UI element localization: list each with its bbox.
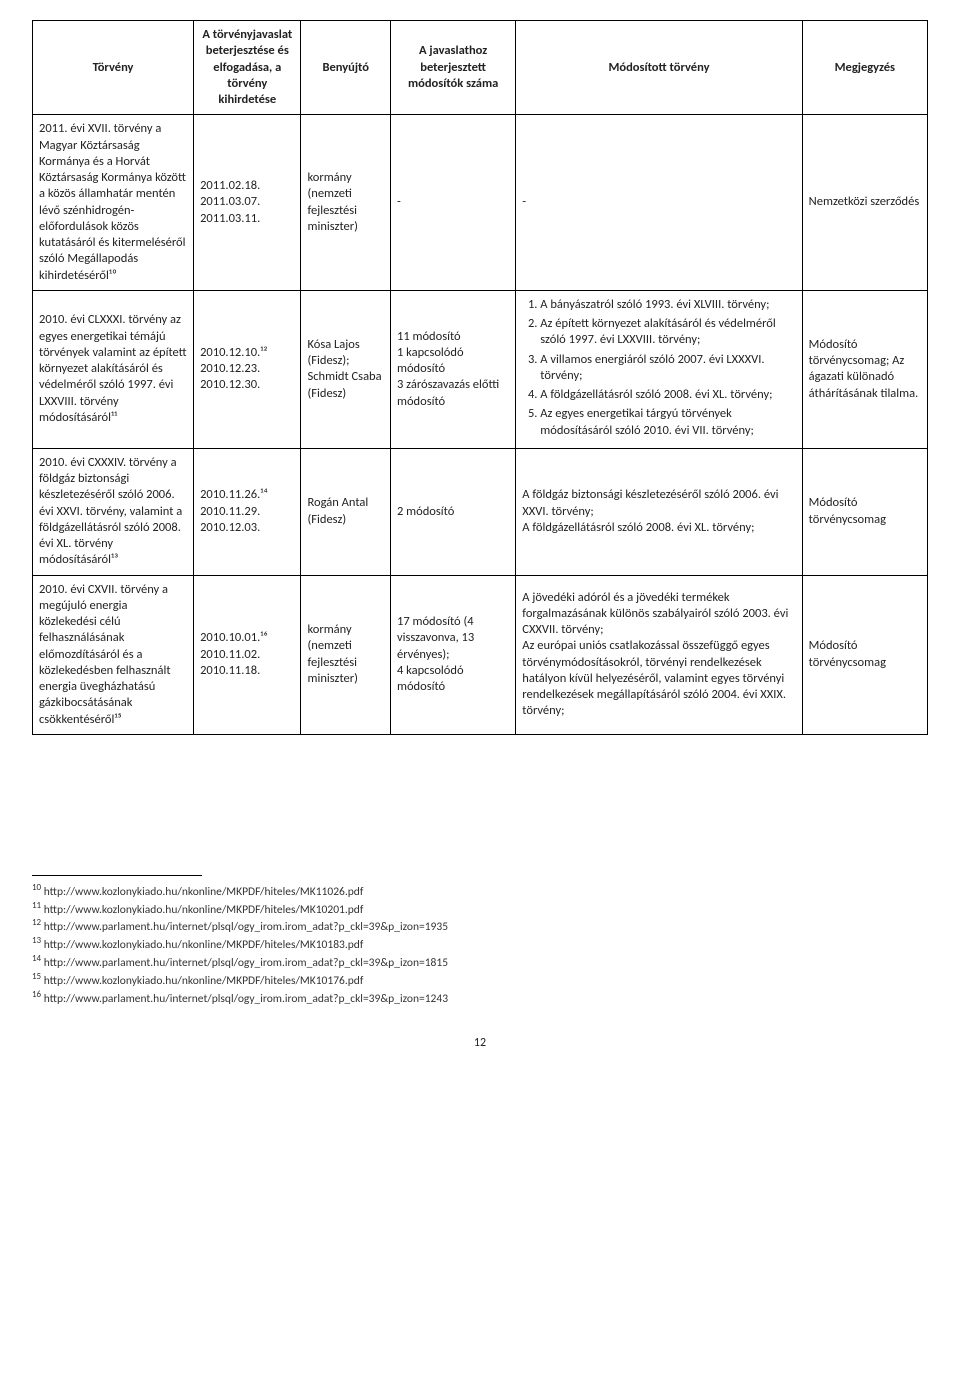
modified-laws-list: A bányászatról szóló 1993. évi XLVIII. t… bbox=[522, 297, 795, 439]
footnote: 11 http://www.kozlonykiado.hu/nkonline/M… bbox=[32, 900, 928, 917]
footnote-number: 14 bbox=[32, 953, 41, 964]
legislation-table: TörvényA törvényjavaslat beterjesztése é… bbox=[32, 20, 928, 735]
col-header-5: Megjegyzés bbox=[802, 21, 927, 115]
footnote: 16 http://www.parlament.hu/internet/plsq… bbox=[32, 989, 928, 1006]
amendments-count-cell: 11 módosító 1 kapcsolódó módosító 3 záró… bbox=[390, 290, 515, 448]
dates-cell: 2010.12.10.¹² 2010.12.23. 2010.12.30. bbox=[194, 290, 301, 448]
modified-law-cell: A jövedéki adóról és a jövedéki termékek… bbox=[516, 575, 802, 734]
footnote-number: 12 bbox=[32, 917, 41, 928]
note-cell: Módosító törvénycsomag; Az ágazati külön… bbox=[802, 290, 927, 448]
col-header-0: Törvény bbox=[33, 21, 194, 115]
amendments-count-cell: 17 módosító (4 visszavonva, 13 érvényes)… bbox=[390, 575, 515, 734]
amendments-count-cell: 2 módosító bbox=[390, 448, 515, 575]
dates-cell: 2011.02.18. 2011.03.07. 2011.03.11. bbox=[194, 115, 301, 291]
note-cell: Módosító törvénycsomag bbox=[802, 575, 927, 734]
col-header-4: Módosított törvény bbox=[516, 21, 802, 115]
footnote-number: 11 bbox=[32, 900, 41, 911]
modified-law-item: Az egyes energetikai tárgyú törvények mó… bbox=[540, 406, 795, 439]
footnote-text: http://www.kozlonykiado.hu/nkonline/MKPD… bbox=[41, 885, 363, 899]
footnote-text: http://www.parlament.hu/internet/plsql/o… bbox=[41, 992, 448, 1006]
modified-law-item: A villamos energiáról szóló 2007. évi LX… bbox=[540, 352, 795, 385]
law-title-cell: 2010. évi CXVII. törvény a megújuló ener… bbox=[33, 575, 194, 734]
col-header-1: A törvényjavaslat beterjesztése és elfog… bbox=[194, 21, 301, 115]
table-row: 2010. évi CXVII. törvény a megújuló ener… bbox=[33, 575, 928, 734]
submitter-cell: kormány (nemzeti fejlesztési miniszter) bbox=[301, 575, 391, 734]
footnote-separator bbox=[32, 875, 202, 876]
submitter-cell: Kósa Lajos (Fidesz); Schmidt Csaba (Fide… bbox=[301, 290, 391, 448]
note-cell: Módosító törvénycsomag bbox=[802, 448, 927, 575]
footnote-number: 10 bbox=[32, 882, 41, 893]
footnote-number: 13 bbox=[32, 935, 41, 946]
modified-law-item: A bányászatról szóló 1993. évi XLVIII. t… bbox=[540, 297, 795, 313]
footnote: 10 http://www.kozlonykiado.hu/nkonline/M… bbox=[32, 882, 928, 899]
dates-cell: 2010.11.26.¹⁴ 2010.11.29. 2010.12.03. bbox=[194, 448, 301, 575]
col-header-3: A javaslathoz beterjesztett módosítók sz… bbox=[390, 21, 515, 115]
table-row: 2010. évi CLXXXI. törvény az egyes energ… bbox=[33, 290, 928, 448]
footnote-text: http://www.kozlonykiado.hu/nkonline/MKPD… bbox=[41, 974, 363, 988]
amendments-count-cell: - bbox=[390, 115, 515, 291]
modified-law-cell: A földgáz biztonsági készletezéséről szó… bbox=[516, 448, 802, 575]
footnote: 12 http://www.parlament.hu/internet/plsq… bbox=[32, 917, 928, 934]
law-title-cell: 2010. évi CXXXIV. törvény a földgáz bizt… bbox=[33, 448, 194, 575]
footnote: 15 http://www.kozlonykiado.hu/nkonline/M… bbox=[32, 971, 928, 988]
table-row: 2011. évi XVII. törvény a Magyar Köztárs… bbox=[33, 115, 928, 291]
footnote-number: 16 bbox=[32, 989, 41, 1000]
footnote: 14 http://www.parlament.hu/internet/plsq… bbox=[32, 953, 928, 970]
footnote-text: http://www.parlament.hu/internet/plsql/o… bbox=[41, 956, 448, 970]
page-number: 12 bbox=[32, 1036, 928, 1050]
footnote-text: http://www.kozlonykiado.hu/nkonline/MKPD… bbox=[41, 938, 363, 952]
footnote-number: 15 bbox=[32, 971, 41, 982]
col-header-2: Benyújtó bbox=[301, 21, 391, 115]
submitter-cell: kormány (nemzeti fejlesztési miniszter) bbox=[301, 115, 391, 291]
dates-cell: 2010.10.01.¹⁶ 2010.11.02. 2010.11.18. bbox=[194, 575, 301, 734]
law-title-cell: 2010. évi CLXXXI. törvény az egyes energ… bbox=[33, 290, 194, 448]
footnote: 13 http://www.kozlonykiado.hu/nkonline/M… bbox=[32, 935, 928, 952]
modified-law-cell: A bányászatról szóló 1993. évi XLVIII. t… bbox=[516, 290, 802, 448]
table-header-row: TörvényA törvényjavaslat beterjesztése é… bbox=[33, 21, 928, 115]
law-title-cell: 2011. évi XVII. törvény a Magyar Köztárs… bbox=[33, 115, 194, 291]
submitter-cell: Rogán Antal (Fidesz) bbox=[301, 448, 391, 575]
note-cell: Nemzetközi szerződés bbox=[802, 115, 927, 291]
modified-law-item: A földgázellátásról szóló 2008. évi XL. … bbox=[540, 387, 795, 403]
footnotes-block: 10 http://www.kozlonykiado.hu/nkonline/M… bbox=[32, 875, 928, 1006]
footnote-text: http://www.parlament.hu/internet/plsql/o… bbox=[41, 920, 448, 934]
modified-law-item: Az épített környezet alakításáról és véd… bbox=[540, 316, 795, 349]
footnote-text: http://www.kozlonykiado.hu/nkonline/MKPD… bbox=[41, 902, 363, 916]
table-row: 2010. évi CXXXIV. törvény a földgáz bizt… bbox=[33, 448, 928, 575]
modified-law-cell: - bbox=[516, 115, 802, 291]
